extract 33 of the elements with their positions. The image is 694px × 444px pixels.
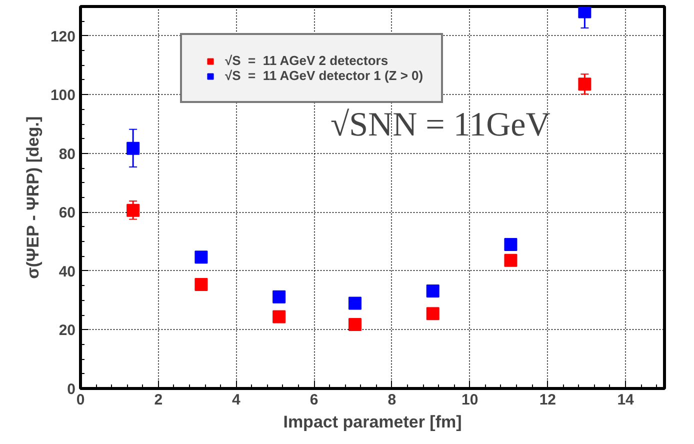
y-tick-label: 100 — [50, 87, 76, 104]
point — [578, 78, 592, 91]
y-tick-label: 120 — [50, 28, 76, 46]
point — [578, 6, 592, 18]
x-tick-label: 8 — [388, 392, 396, 408]
x-tick-label: 10 — [461, 392, 478, 408]
legend-label: √S = 11 AGeV detector 1 (Z > 0) — [225, 68, 424, 83]
x-tick-label: 12 — [539, 392, 556, 408]
y-tick-label: 80 — [58, 146, 76, 163]
y-tick-label: 20 — [58, 322, 76, 340]
x-tick-label: 2 — [154, 392, 163, 408]
point — [348, 318, 362, 331]
point — [126, 204, 140, 217]
point — [194, 278, 208, 291]
y-tick-label: 60 — [58, 204, 76, 222]
point — [348, 296, 362, 310]
x-axis-title: Impact parameter [fm] — [283, 412, 462, 432]
point — [272, 290, 286, 304]
y-tick-label: 40 — [58, 263, 76, 280]
legend-label: √S = 11 AGeV 2 detectors — [225, 53, 388, 68]
x-tick-label: 6 — [310, 392, 318, 408]
y-axis-title: σ(ΨEP - ΨRP) [deg.] — [23, 116, 42, 279]
point — [504, 254, 518, 267]
point — [194, 250, 208, 264]
point — [272, 310, 286, 324]
x-tick-label: 4 — [232, 392, 242, 408]
annotation: √SNN = 11GeV — [330, 106, 551, 144]
point — [426, 284, 440, 298]
point — [126, 142, 140, 155]
point — [504, 238, 518, 252]
point — [426, 307, 440, 320]
x-tick-label: 14 — [617, 392, 635, 408]
y-tick-label: 0 — [67, 381, 76, 398]
